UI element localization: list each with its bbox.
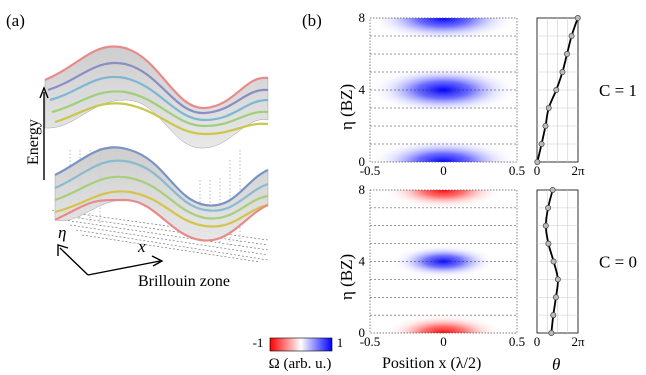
heatmap-frame [369,189,518,334]
theta-point [552,294,559,301]
theta-plots: 0 2π C = 1 0 2π C = 0 [534,15,637,349]
theta-point [548,330,555,336]
panel-a-label: (a) [6,11,25,30]
colorbar: -1 1 Ω (arb. u.) [253,335,344,372]
berry-peak [383,190,504,210]
y-tick-label: 8 [359,182,366,197]
y-tick-label: 0 [359,325,366,340]
theta-point [553,87,560,93]
theta-plot-1: 0 2π C = 1 [534,15,637,178]
energy-axis-label: Energy [25,119,42,165]
theta-point [542,222,549,229]
theta-xlabel: θ [552,355,560,374]
theta-tick-label: 0 [534,334,541,349]
x-tick-label: -0.5 [360,163,381,178]
x-tick-label: 0.5 [509,334,525,349]
heatmap-field [370,18,517,162]
panel-a-floor-grid [51,209,269,263]
theta-plot-2: 0 2π C = 0 [534,187,637,349]
panel-a: (a) [6,11,269,290]
y-tick-label: 4 [359,82,366,97]
y-tick-label: 8 [359,10,366,25]
eta-ylabel-top: η (BZ) [337,84,356,130]
x-tick-label: -0.5 [360,334,381,349]
theta-point [568,33,575,39]
theta-point [534,159,541,165]
theta-point [545,105,552,111]
colorbar-label: Ω (arb. u.) [269,356,332,372]
theta-point [574,15,581,21]
eta-ylabel-bottom: η (BZ) [337,254,356,300]
panel-a-lower-band [54,147,269,241]
theta-tick-label: 2π [571,334,585,349]
theta-point [564,51,570,57]
colorbar-min-label: -1 [253,335,264,350]
colorbar-gradient [269,337,333,352]
brillouin-zone-label: Brillouin zone [138,273,230,290]
chern-label: C = 0 [599,253,637,272]
panel-a-band-curves [44,45,269,242]
theta-tick-label: 0 [534,163,541,178]
x-tick-label: 0 [440,163,447,178]
theta-point [545,204,552,211]
chern-label: C = 1 [599,81,637,100]
x-axis-arrow [87,260,161,276]
panel-a-axes [39,86,164,276]
theta-point [550,258,557,265]
position-xlabel: Position x (λ/2) [382,355,481,372]
x-arrow-head [151,255,164,267]
y-tick-label: 0 [359,154,366,169]
eta-axis-arrow [59,247,89,276]
theta-point [538,141,545,147]
colorbar-max-label: 1 [337,335,344,350]
theta-point [545,240,552,247]
berry-peak [383,313,504,333]
x-tick-label: 0 [440,334,447,349]
theta-tick-label: 2π [571,163,585,178]
heatmap-frame [369,17,518,163]
theta-point [554,276,561,283]
theta-point [549,187,556,193]
theta-point [550,312,557,319]
panel-b-label: (b) [302,11,322,30]
eta-axis-label: η [58,223,66,242]
theta-point [559,69,566,75]
eta-arrow-head [57,244,69,256]
y-tick-label: 4 [359,254,366,269]
energy-arrow-head [39,86,49,99]
x-axis-label: x [137,237,146,256]
x-tick-label: 0.5 [509,163,525,178]
theta-point [542,123,549,129]
